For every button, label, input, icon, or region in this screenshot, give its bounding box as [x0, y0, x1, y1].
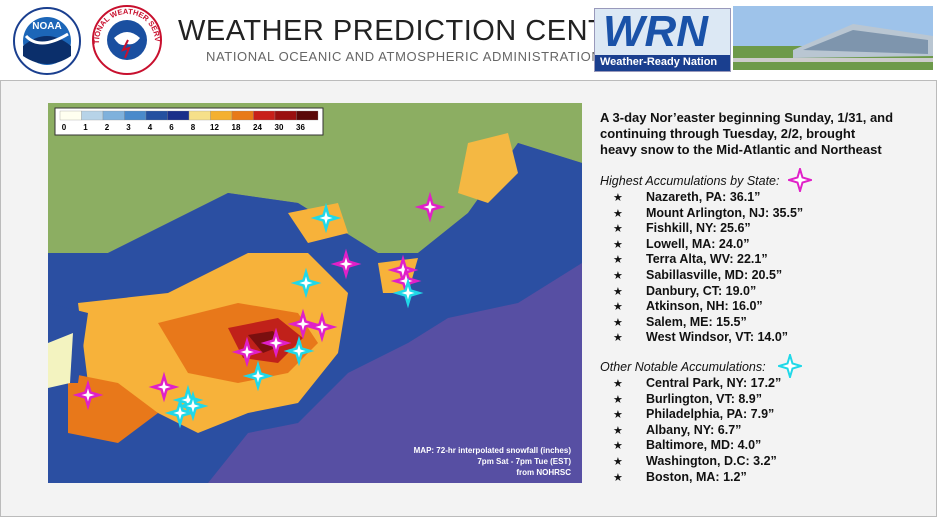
bullet: ★	[613, 254, 623, 267]
map-caption: 7pm Sat - 7pm Tue (EST)	[477, 457, 571, 466]
list-item: Salem, ME: 15.5”	[646, 314, 747, 329]
wrn-logo: WRN Weather-Ready Nation	[594, 7, 731, 72]
location-star	[164, 397, 196, 429]
legend-swatch	[296, 110, 319, 121]
legend-label: 8	[191, 123, 196, 132]
legend-swatch	[274, 110, 297, 121]
bullet: ★	[613, 316, 623, 329]
bullet: ★	[613, 192, 623, 204]
list-item: Lowell, MA: 24.0”	[646, 236, 750, 251]
noaa-logo: NOAA	[13, 7, 81, 75]
bullet: ★	[613, 409, 623, 422]
summary-line: continuing through Tuesday, 2/2, brought	[600, 126, 856, 141]
location-star	[72, 379, 104, 411]
legend-label: 3	[126, 123, 131, 132]
legend-swatch	[231, 110, 254, 121]
bullet: ★	[613, 378, 623, 390]
list-heading: Highest Accumulations by State:	[600, 174, 780, 188]
page-subtitle: NATIONAL OCEANIC AND ATMOSPHERIC ADMINIS…	[206, 49, 602, 64]
list-item: Terra Alta, WV: 22.1”	[646, 252, 768, 267]
bullet: ★	[613, 301, 623, 314]
legend-swatch	[59, 110, 82, 121]
list-item: Fishkill, NY: 25.6”	[646, 221, 751, 236]
bullet: ★	[613, 332, 623, 345]
location-star	[287, 308, 319, 340]
legend-label: 30	[275, 123, 284, 132]
legend-swatch	[253, 110, 276, 121]
bullet: ★	[613, 207, 623, 220]
list-item: Albany, NY: 6.7”	[646, 422, 742, 437]
bullet: ★	[613, 471, 623, 484]
nws-logo: NATIONAL WEATHER SERVICE	[90, 4, 162, 75]
legend-star	[778, 354, 802, 378]
list-item: Atkinson, NH: 16.0”	[646, 299, 763, 314]
snowfall-map: 0 1 2 3 4 6 8 12 18 24 30 36 MAP: 72-hr interpolate…	[48, 103, 582, 483]
legend-label: 1	[83, 123, 88, 132]
list-item: West Windsor, VT: 14.0”	[646, 330, 789, 345]
legend-swatch	[210, 110, 233, 121]
list-item: Sabillasville, MD: 20.5”	[646, 268, 783, 282]
list-heading: Other Notable Accumulations:	[600, 360, 766, 374]
wrn-text: WRN	[603, 7, 709, 56]
list-item: Philadelphia, PA: 7.9”	[646, 407, 775, 422]
legend-star	[788, 168, 812, 192]
legend-label: 0	[62, 123, 67, 132]
legend-swatch	[145, 110, 168, 121]
legend-label: 12	[210, 123, 219, 132]
location-star	[290, 267, 322, 299]
legend-label: 24	[253, 123, 262, 132]
location-star	[260, 327, 292, 359]
legend-label: 18	[232, 123, 241, 132]
location-star	[310, 202, 342, 234]
legend-swatch	[167, 110, 190, 121]
bullet: ★	[613, 456, 623, 468]
list-item: Nazareth, PA: 36.1”	[646, 190, 761, 204]
legend-swatch	[188, 110, 211, 121]
location-star	[148, 371, 180, 403]
bullet: ★	[613, 223, 623, 236]
bullet: ★	[613, 393, 623, 406]
bullet: ★	[613, 440, 623, 453]
map-caption: MAP: 72-hr interpolated snowfall (inches…	[414, 446, 572, 455]
bullet: ★	[613, 424, 623, 437]
bullet: ★	[613, 270, 623, 282]
location-star	[414, 191, 446, 223]
location-star	[177, 390, 209, 422]
legend-label: 2	[105, 123, 110, 132]
legend-label: 4	[148, 123, 153, 132]
list-item: Boston, MA: 1.2”	[646, 469, 747, 484]
location-star	[231, 336, 263, 368]
summary-line: A 3-day Nor’easter beginning Sunday, 1/3…	[600, 110, 894, 125]
list-item: Burlington, VT: 8.9”	[646, 391, 762, 406]
map-caption: from NOHRSC	[516, 468, 571, 477]
wrn-tagline: Weather-Ready Nation	[600, 56, 718, 68]
building-photo	[733, 6, 933, 70]
legend-swatch	[124, 110, 147, 121]
location-star	[330, 248, 362, 280]
list-item: Baltimore, MD: 4.0”	[646, 438, 762, 453]
location-star	[306, 311, 338, 343]
location-star	[392, 277, 424, 309]
legend-label: 36	[296, 123, 305, 132]
list-item: Washington, D.C: 3.2”	[646, 454, 777, 468]
list-item: Mount Arlington, NJ: 35.5”	[646, 205, 804, 220]
bullet: ★	[613, 285, 623, 298]
list-item: Central Park, NY: 17.2”	[646, 376, 782, 390]
summary-line: heavy snow to the Mid-Atlantic and North…	[600, 142, 882, 157]
legend-label: 6	[169, 123, 174, 132]
location-star	[283, 335, 315, 367]
location-star	[242, 360, 274, 392]
list-item: Danbury, CT: 19.0”	[646, 283, 757, 298]
noaa-text: NOAA	[32, 21, 61, 32]
page-title: WEATHER PREDICTION CENTER	[178, 15, 648, 47]
bullet: ★	[613, 238, 623, 251]
legend-swatch	[81, 110, 104, 121]
legend-swatch	[102, 110, 125, 121]
